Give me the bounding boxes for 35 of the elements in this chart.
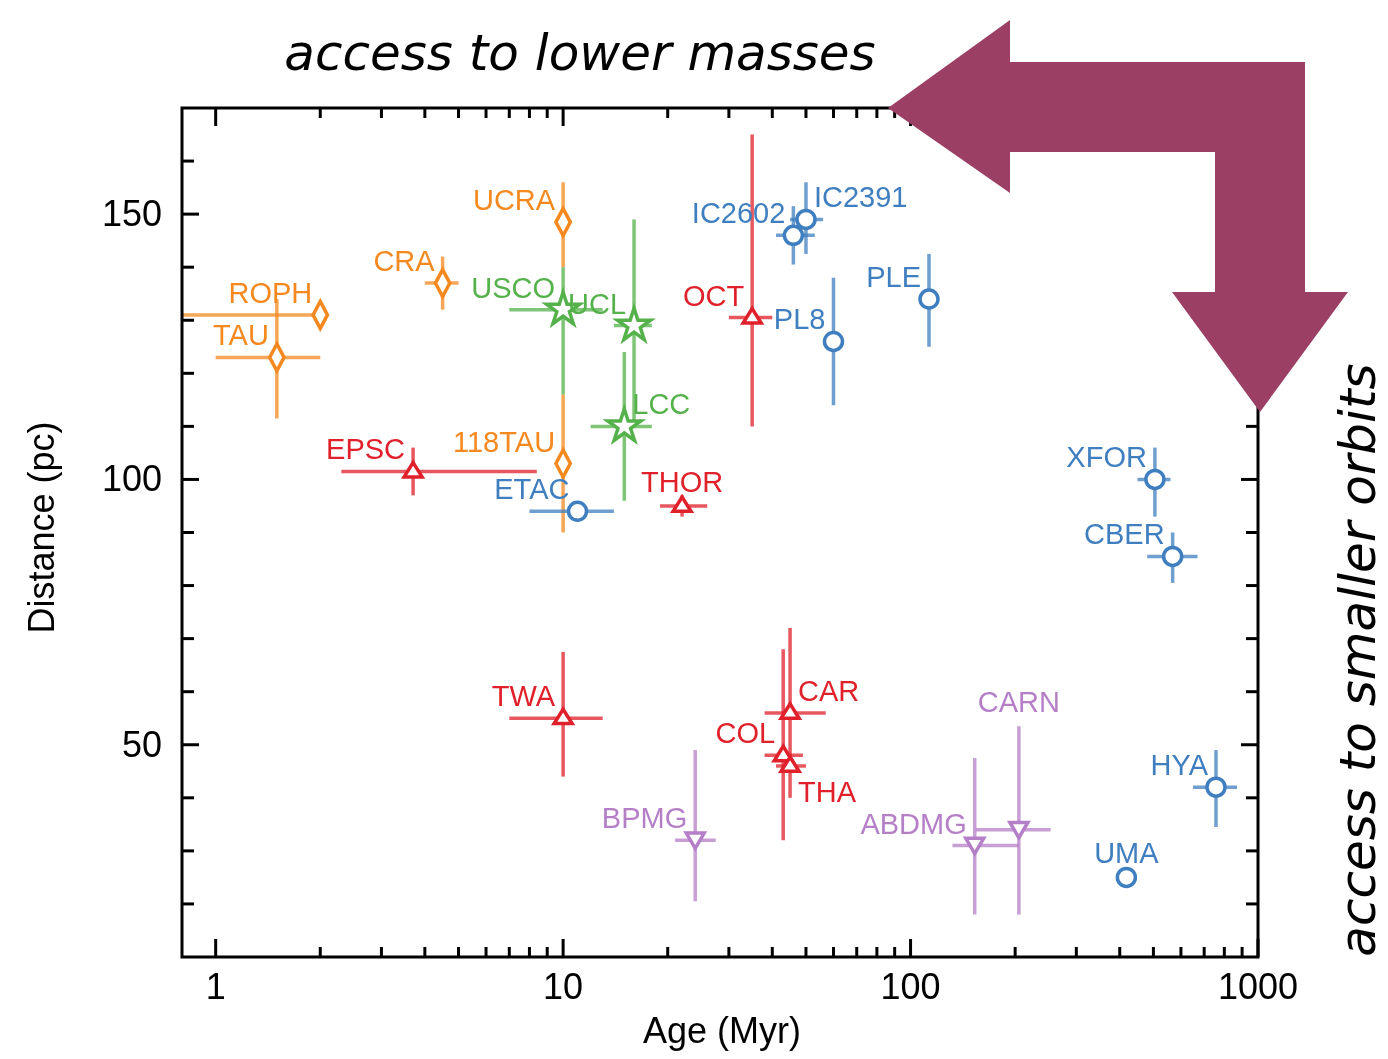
annotation: EPSC <box>326 433 406 466</box>
text: access to smaller orbits <box>1329 363 1387 957</box>
annotation: COL <box>715 717 776 750</box>
annotation: UCRA <box>472 184 556 217</box>
annotation: ABDMG <box>860 807 967 840</box>
annotation: CRA <box>373 245 436 278</box>
annotation: 118TAU <box>453 425 556 458</box>
y-tick-label: 50 <box>121 723 162 765</box>
annotation: BPMG <box>601 802 688 835</box>
annotation: CAR <box>798 674 860 707</box>
annotation: XFOR <box>1066 441 1147 474</box>
annotation: OCT <box>682 279 745 312</box>
annotation: THOR <box>641 465 724 498</box>
y-axis-title: Distance (pc) <box>21 421 62 634</box>
x-tick-label: 1 <box>205 966 226 1007</box>
annotation: UCL <box>568 287 627 320</box>
annotation: PLE <box>866 261 921 294</box>
annotation: CBER <box>1084 518 1165 551</box>
annotation: USCO <box>471 271 556 304</box>
annotation: PL8 <box>773 303 826 336</box>
x-axis-title: Age (Myr) <box>642 1010 802 1051</box>
annotation: ROPH <box>228 276 313 309</box>
x-tick-label: 100 <box>880 966 941 1007</box>
annotation: UMA <box>1094 837 1160 870</box>
annotation: THA <box>798 775 857 808</box>
annotation: IC2391 <box>813 181 908 214</box>
x-tick-label: 1000 <box>1217 966 1299 1007</box>
annotation: CARN <box>977 686 1060 719</box>
annotation: TAU <box>212 319 269 352</box>
annotation: HYA <box>1150 749 1209 782</box>
annotation: TWA <box>491 680 556 713</box>
y-tick-label: 100 <box>101 458 162 500</box>
x-tick-label: 10 <box>543 966 584 1007</box>
y-tick-label: 150 <box>101 193 162 235</box>
text: access to lower masses <box>284 24 876 82</box>
